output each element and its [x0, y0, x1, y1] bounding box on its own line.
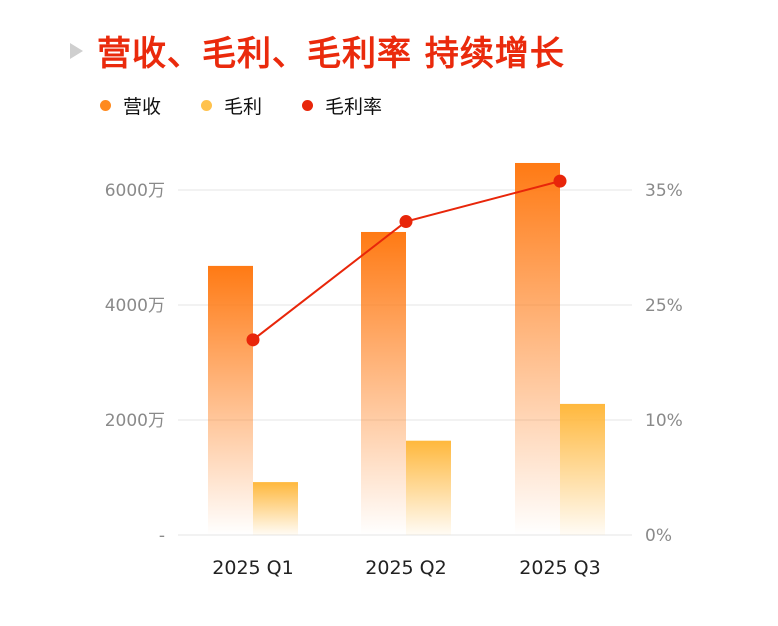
triangle-icon	[70, 42, 83, 59]
legend-dot-profit	[201, 100, 213, 111]
legend-label: 营收	[123, 96, 162, 118]
right-tick-label: 0%	[645, 526, 672, 546]
legend-item-profit[interactable]: 毛利	[201, 92, 262, 119]
x-tick-label: 2025 Q3	[519, 557, 600, 579]
bar-revenue	[208, 265, 253, 535]
bar-profit	[560, 403, 605, 535]
x-tick-label: 2025 Q2	[365, 557, 446, 579]
margin-point	[553, 174, 567, 188]
margin-line	[252, 180, 561, 341]
bar-profit	[406, 440, 451, 535]
margin-point	[246, 333, 260, 347]
bar-revenue	[361, 231, 406, 535]
legend-dot-revenue	[100, 100, 111, 111]
chart-title-text: 营收、毛利、毛利率 持续增长	[97, 34, 565, 74]
margin-point	[399, 215, 413, 229]
chart-title: 营收、毛利、毛利率 持续增长	[70, 26, 565, 75]
right-tick-label: 35%	[645, 181, 683, 201]
legend-item-revenue[interactable]: 营收	[100, 92, 161, 119]
legend-dot-margin	[302, 100, 314, 111]
legend: 营收 毛利 毛利率	[100, 92, 382, 119]
left-tick-label: -	[159, 526, 165, 546]
right-tick-label: 10%	[645, 411, 683, 431]
legend-item-margin[interactable]: 毛利率	[302, 92, 382, 119]
legend-label: 毛利率	[325, 96, 383, 118]
left-tick-label: 6000万	[105, 181, 165, 201]
left-tick-label: 4000万	[105, 296, 165, 316]
bar-revenue	[515, 162, 560, 535]
right-tick-label: 25%	[645, 296, 683, 316]
legend-label: 毛利	[224, 96, 263, 118]
x-tick-label: 2025 Q1	[212, 557, 293, 579]
left-tick-label: 2000万	[105, 411, 165, 431]
bar-profit	[253, 482, 298, 535]
